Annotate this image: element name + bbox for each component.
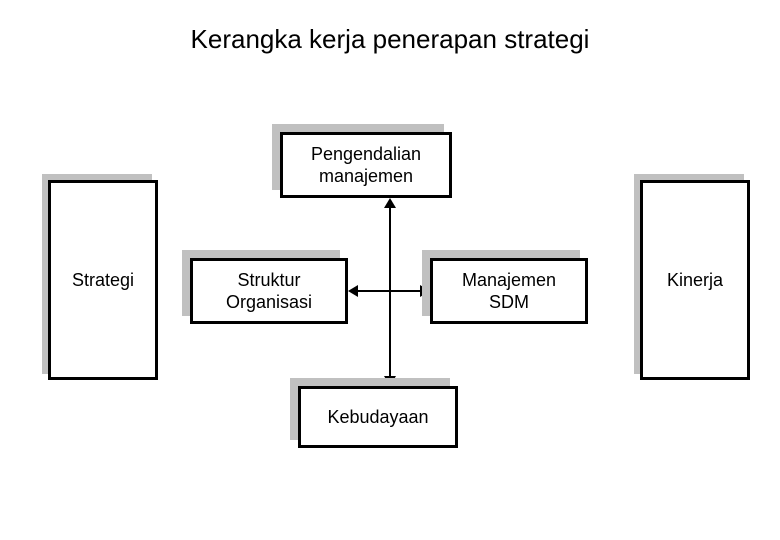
box-struktur: Struktur Organisasi <box>190 258 348 324</box>
box-strategi: Strategi <box>48 180 158 380</box>
horizontal-connector <box>348 281 430 301</box>
box-pengendalian: Pengendalian manajemen <box>280 132 452 198</box>
box-kinerja: Kinerja <box>640 180 750 380</box>
box-label: Kebudayaan <box>298 386 458 448</box>
box-manajemen: Manajemen SDM <box>430 258 588 324</box>
box-kebudayaan: Kebudayaan <box>298 386 458 448</box>
box-label: Kinerja <box>640 180 750 380</box>
box-label: Struktur Organisasi <box>190 258 348 324</box>
box-label: Pengendalian manajemen <box>280 132 452 198</box>
diagram-title: Kerangka kerja penerapan strategi <box>0 24 780 55</box>
box-label: Strategi <box>48 180 158 380</box>
box-label: Manajemen SDM <box>430 258 588 324</box>
